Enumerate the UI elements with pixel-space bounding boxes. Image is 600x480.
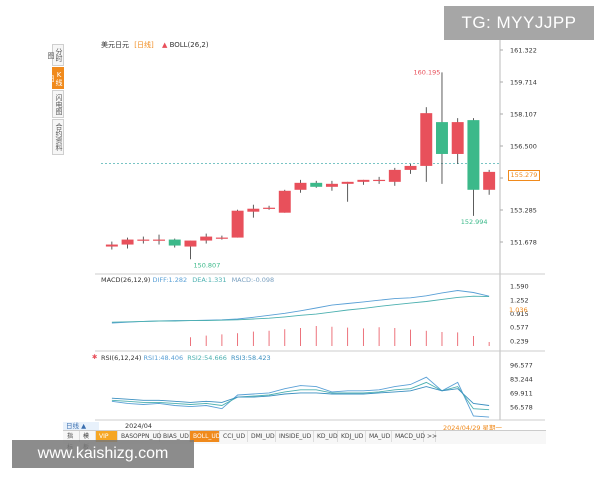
rsi-line-rsi2 <box>111 381 490 411</box>
tab-flash[interactable]: 闪电图 <box>52 90 64 118</box>
candle-body <box>388 169 401 182</box>
rsi-1: RSI1:48.406 <box>143 354 184 362</box>
toolbar-btn-biasud[interactable]: BIAS_UD <box>160 431 190 442</box>
toolbar-btn-bollud[interactable]: BOLL_UD <box>190 431 220 442</box>
macd-y-tick-label: 0.239 <box>510 338 529 346</box>
main-y-tick-label: 161.322 <box>510 47 537 55</box>
toolbar-btn-dmiud[interactable]: DMI_UD <box>248 431 276 442</box>
rsi-name: RSI(6,12,24) <box>101 354 142 362</box>
candle-body <box>231 210 244 238</box>
candle-body <box>451 122 464 154</box>
candle-body <box>105 244 118 247</box>
macd-y-tick-label: 1.252 <box>510 296 529 304</box>
macd-name: MACD(26,12,9) <box>101 276 151 284</box>
macd-current-value: 1.036 <box>509 306 528 314</box>
candle-body <box>278 190 291 213</box>
candle-body <box>215 237 228 239</box>
date-right: 2024/04/29 星期一 <box>443 424 503 432</box>
candle-body <box>325 183 338 187</box>
rsi-y-tick-label: 96.577 <box>510 362 533 370</box>
watermark-url: www.kaishizg.com <box>12 440 194 468</box>
candle-body <box>153 239 165 241</box>
main-y-tick-label: 151.678 <box>510 239 537 247</box>
candle-body <box>420 113 433 166</box>
toolbar-btn-kdud[interactable]: KD_UD <box>314 431 338 442</box>
rsi-y-tick-label: 83.244 <box>510 376 533 384</box>
toolbar-btn-macdud[interactable]: MACD_UD <box>392 431 425 442</box>
candle-body <box>404 165 417 170</box>
rsi-header-text: RSI(6,12,24) RSI1:48.406 RSI2:54.666 RSI… <box>101 354 271 362</box>
candle-body <box>310 182 323 187</box>
rsi-y-tick-label: 69.911 <box>510 390 533 398</box>
macd-line-diff <box>111 290 490 324</box>
tab-contract-info[interactable]: 合约资料 <box>52 119 64 155</box>
instrument-name: 美元日元 <box>101 41 129 49</box>
rsi-y-tick-label: 56.578 <box>510 404 533 412</box>
rsi-header: ✱ <box>92 353 97 361</box>
candle-body <box>436 122 448 154</box>
price-annotation: 160.195 <box>414 68 441 76</box>
macd-diff: DIFF:1.282 <box>152 276 188 284</box>
toolbar-btn-basoppnud[interactable]: BASOPPN_UD <box>118 431 162 442</box>
price-annotation: 152.994 <box>461 218 488 226</box>
rsi-star-icon: ✱ <box>92 353 98 361</box>
toolbar-btn-insideud[interactable]: INSIDE_UD <box>276 431 314 442</box>
candle-body <box>483 171 496 190</box>
period-button[interactable]: 日线 ▲ <box>63 422 99 431</box>
rsi-2: RSI2:54.666 <box>187 354 227 362</box>
rsi-line-rsi3 <box>111 386 490 406</box>
candle-body <box>341 181 354 184</box>
candle-body <box>200 236 213 241</box>
macd-y-tick-label: 1.590 <box>510 283 529 291</box>
toolbar-btn-maud[interactable]: MA_UD <box>366 431 392 442</box>
main-y-tick-label: 158.107 <box>510 111 537 119</box>
toolbar-btn-cciud[interactable]: CCI_UD <box>220 431 248 442</box>
tab-kline[interactable]: K线图 <box>47 67 64 89</box>
candle-body <box>168 239 181 246</box>
tab-timeshare[interactable]: 分时图 <box>47 44 64 66</box>
macd-dea: DEA:1.331 <box>192 276 227 284</box>
current-price-label: 155.279 <box>508 170 540 181</box>
toolbar-btn-kdjud[interactable]: KDJ_UD <box>338 431 366 442</box>
macd-y-tick-label: 0.915 <box>510 310 529 318</box>
rsi-3: RSI3:58.423 <box>230 354 271 362</box>
macd-value: MACD:-0.098 <box>231 276 275 284</box>
date-left: 2024/04 <box>125 422 153 430</box>
macd-line-dea <box>111 295 490 323</box>
chart-header: 美元日元 [日线] ▲ BOLL(26,2) <box>101 40 209 50</box>
candle-body <box>467 120 480 190</box>
caret-up-icon: ▲ <box>81 422 87 430</box>
price-annotation: 150.807 <box>193 261 220 269</box>
period-label[interactable]: [日线] <box>134 41 154 49</box>
candle-body <box>263 207 276 209</box>
candle-body <box>294 182 307 190</box>
indicator-arrow-icon: ▲ <box>161 41 168 49</box>
indicator-label[interactable]: BOLL(26,2) <box>169 41 209 49</box>
candle-body <box>137 239 150 241</box>
macd-header: MACD(26,12,9) DIFF:1.282 DEA:1.331 MACD:… <box>101 276 274 284</box>
watermark-tag: TG: MYYJJPP <box>444 6 594 40</box>
main-y-tick-label: 156.500 <box>510 143 537 151</box>
candle-body <box>247 208 260 212</box>
candle-body <box>184 240 197 247</box>
main-y-tick-label: 159.714 <box>510 79 537 87</box>
macd-y-tick-label: 0.577 <box>510 324 529 332</box>
toolbar-btn-[interactable]: >> <box>424 431 437 442</box>
candle-body <box>357 179 370 182</box>
main-y-tick-label: 153.285 <box>510 207 537 215</box>
candle-body <box>373 179 386 182</box>
candle-body <box>121 239 134 245</box>
rsi-line-rsi1 <box>111 376 490 418</box>
